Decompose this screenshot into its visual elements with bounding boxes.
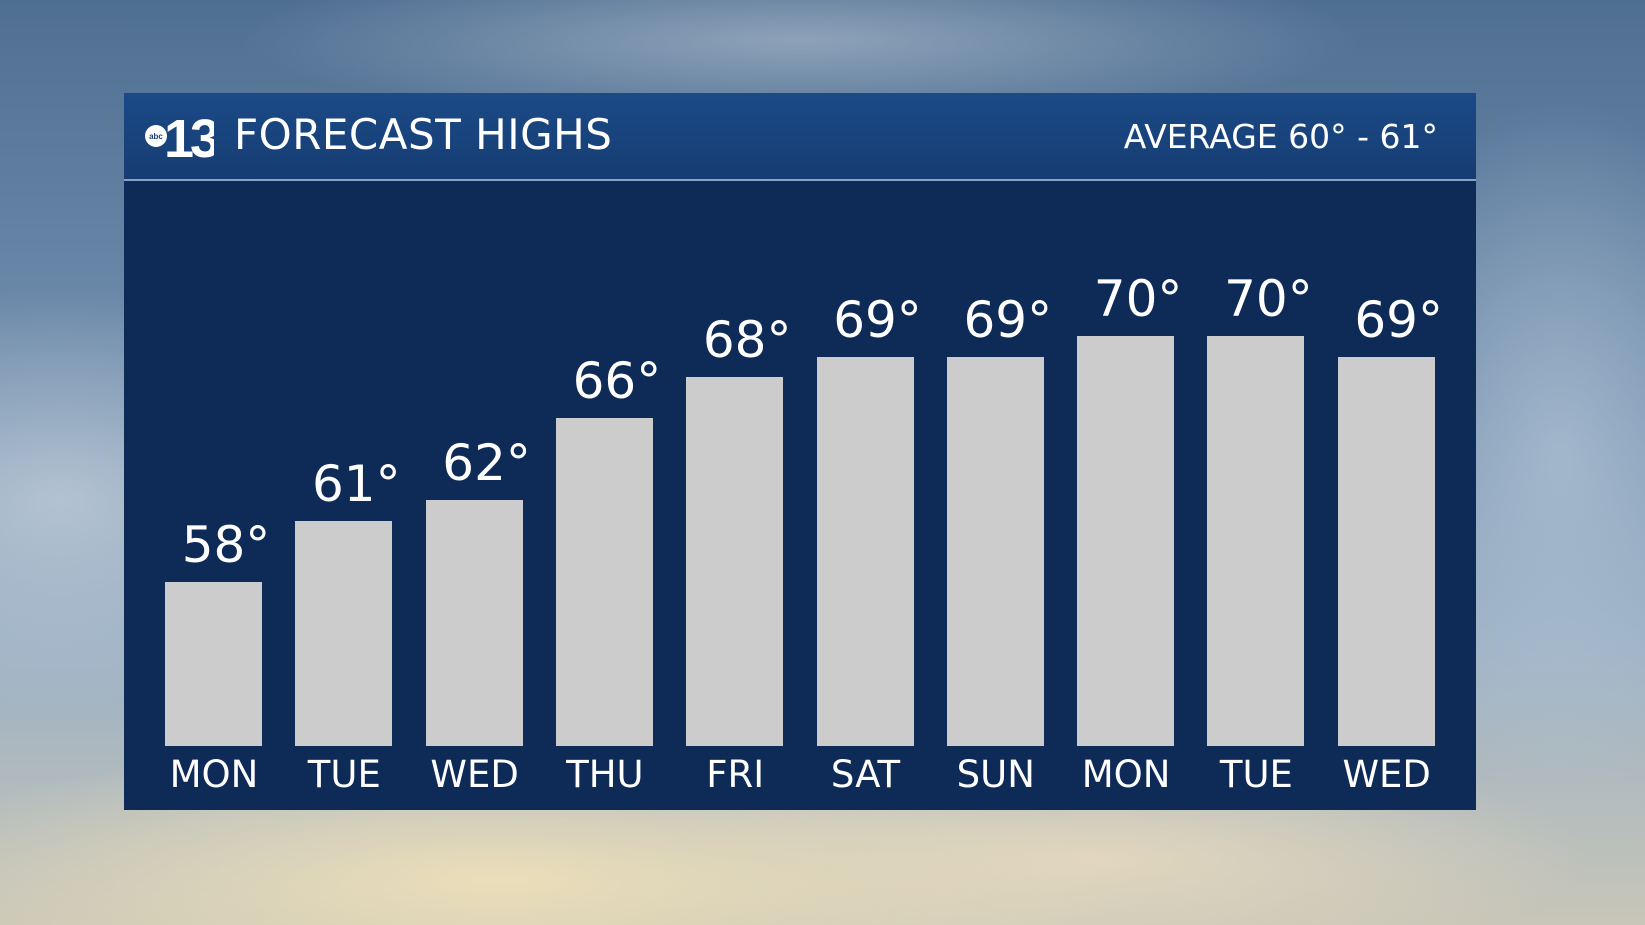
abc13-logo: abc 13: [145, 109, 214, 165]
day-label: THU: [566, 753, 644, 796]
day-label: SAT: [830, 753, 901, 796]
bar-6: [946, 356, 1044, 746]
average-range: AVERAGE 60° - 61°: [1123, 117, 1438, 156]
value-label: 70°: [1224, 270, 1313, 328]
value-label: 68°: [702, 311, 792, 369]
day-label: TUE: [1219, 753, 1293, 796]
value-label: 69°: [1354, 290, 1443, 349]
value-label: 61°: [311, 454, 401, 513]
day-label: WED: [1342, 753, 1431, 796]
day-label: MON: [169, 753, 259, 796]
bar-2: [425, 500, 523, 746]
bar-9: [1337, 356, 1435, 746]
bar-4: [686, 377, 784, 746]
value-label: 58°: [181, 516, 271, 574]
svg-text:abc: abc: [149, 132, 163, 141]
bar-8: [1207, 336, 1305, 746]
day-label: FRI: [706, 753, 765, 796]
value-label: 69°: [833, 290, 922, 349]
forecast-panel: abc 13 FORECAST HIGHS AVERAGE 60° - 61° …: [124, 93, 1476, 810]
bar-7: [1077, 336, 1175, 746]
bar-0: [165, 582, 262, 746]
day-label: TUE: [307, 753, 381, 796]
value-label: 69°: [963, 290, 1053, 349]
header: abc 13 FORECAST HIGHS AVERAGE 60° - 61°: [124, 93, 1476, 181]
bar-5: [816, 356, 914, 746]
day-label: MON: [1081, 753, 1171, 796]
bar-1: [295, 520, 393, 746]
day-label: SUN: [956, 753, 1035, 796]
value-label: 70°: [1093, 270, 1183, 328]
chart-title: FORECAST HIGHS: [234, 110, 613, 159]
day-label: WED: [430, 753, 519, 796]
value-label: 62°: [442, 434, 531, 492]
bar-3: [555, 418, 653, 746]
value-label: 66°: [572, 352, 662, 410]
svg-text:13: 13: [164, 109, 214, 165]
